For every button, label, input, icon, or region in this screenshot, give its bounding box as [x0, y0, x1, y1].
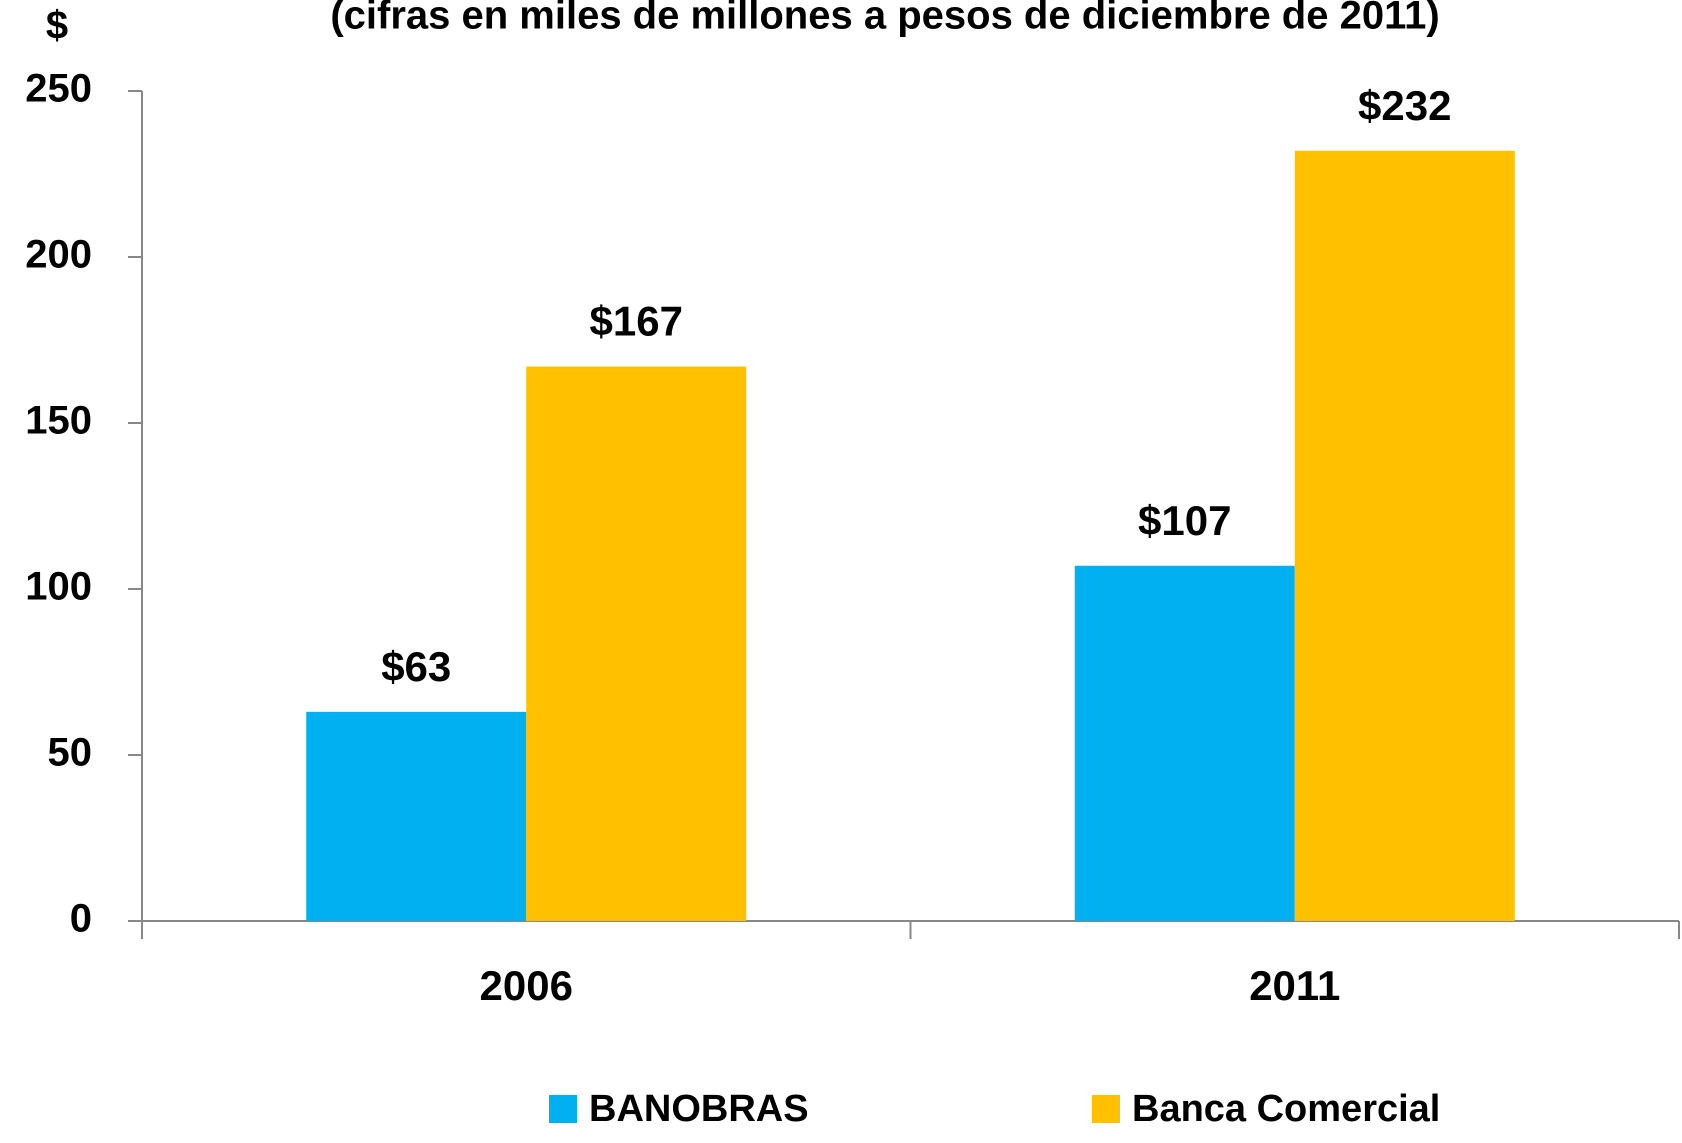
y-tick-label: 0: [70, 897, 92, 941]
data-label: $63: [381, 643, 451, 690]
legend-label: Banca Comercial: [1132, 1088, 1440, 1130]
y-tick-label: 150: [25, 399, 92, 443]
y-tick-label: 50: [48, 731, 93, 775]
y-tick-label: 250: [25, 67, 92, 111]
y-axis-label: $: [46, 4, 68, 48]
bar: [1294, 150, 1515, 921]
data-label: $232: [1358, 82, 1451, 129]
legend-swatch: [549, 1095, 577, 1123]
x-tick-label: 2011: [1249, 962, 1340, 1009]
bar: [526, 366, 747, 921]
y-tick-label: 100: [25, 565, 92, 609]
bar: [306, 711, 527, 921]
data-label: $167: [590, 298, 683, 345]
y-tick-label: 200: [25, 233, 92, 277]
legend-swatch: [1092, 1095, 1120, 1123]
x-tick-label: 2006: [480, 962, 573, 1009]
legend-label: BANOBRAS: [589, 1088, 809, 1130]
bar: [1074, 565, 1295, 921]
data-label: $107: [1138, 497, 1231, 544]
chart-title: (cifras en miles de millones a pesos de …: [330, 0, 1439, 38]
